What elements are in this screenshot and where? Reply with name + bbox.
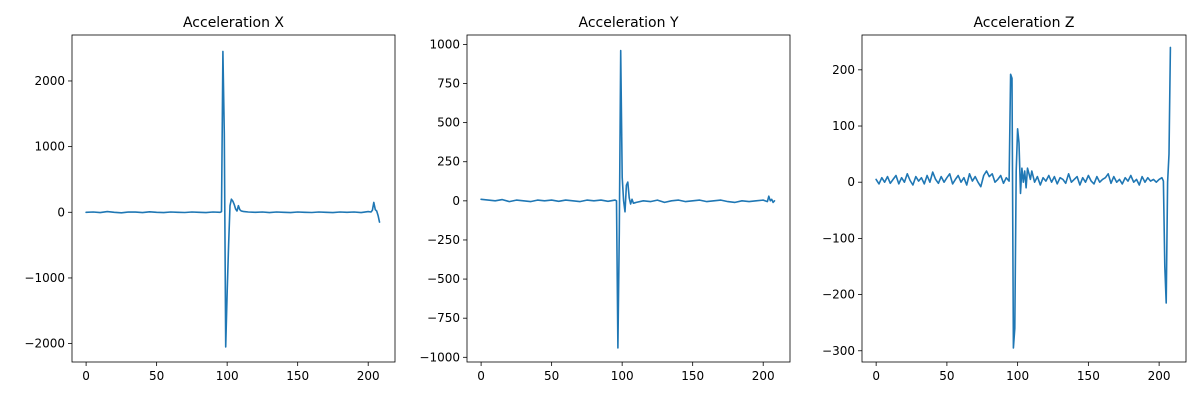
y-tick-label: −500 <box>427 272 460 286</box>
y-tick-label: 0 <box>847 175 855 189</box>
x-tick-label: 0 <box>872 369 880 383</box>
y-tick-label: 1000 <box>34 140 65 154</box>
y-tick-label: −300 <box>822 344 855 358</box>
y-tick-label: −1000 <box>419 350 460 364</box>
x-tick-label: 0 <box>82 369 90 383</box>
y-tick-label: −1000 <box>24 271 65 285</box>
y-tick-label: 200 <box>832 63 855 77</box>
series-line <box>480 49 776 349</box>
x-tick-label: 200 <box>752 369 775 383</box>
axes-frame <box>861 34 1187 363</box>
y-tick-label: −750 <box>427 311 460 325</box>
x-tick-label: 200 <box>357 369 380 383</box>
axes-frame <box>466 34 791 363</box>
y-tick-label: 0 <box>452 194 460 208</box>
x-tick-label: 150 <box>1077 369 1100 383</box>
x-tick-label: 200 <box>1148 369 1171 383</box>
chart-title: Acceleration Y <box>579 15 679 31</box>
y-tick-label: 500 <box>437 116 460 130</box>
x-tick-label: 150 <box>286 369 309 383</box>
y-tick-label: 2000 <box>34 74 65 88</box>
chart-title: Acceleration X <box>183 15 284 31</box>
x-tick-label: 50 <box>544 369 559 383</box>
subplot-2: Acceleration Y 0 50 100 150 200 −1000 −750 −500 −… <box>419 15 791 383</box>
x-tick-label: 100 <box>216 369 239 383</box>
y-tick-label: 1000 <box>429 37 460 51</box>
axes-frame <box>71 34 396 363</box>
x-tick-label: 50 <box>939 369 954 383</box>
x-tick-label: 100 <box>1006 369 1029 383</box>
y-tick-label: −250 <box>427 233 460 247</box>
y-tick-label: 100 <box>832 119 855 133</box>
x-tick-label: 0 <box>477 369 485 383</box>
x-tick-label: 150 <box>681 369 704 383</box>
y-tick-label: 750 <box>437 77 460 91</box>
x-tick-label: 50 <box>149 369 164 383</box>
y-tick-label: 250 <box>437 155 460 169</box>
series-line <box>85 50 381 348</box>
x-tick-label: 100 <box>611 369 634 383</box>
series-line <box>875 46 1172 349</box>
y-tick-label: −2000 <box>24 337 65 351</box>
subplot-1: Acceleration X 0 50 100 150 200 −2000 −1000 0 100… <box>24 15 396 383</box>
chart-title: Acceleration Z <box>973 15 1074 31</box>
subplot-3: Acceleration Z 0 50 100 150 200 −300 −200 −100 0 1… <box>822 15 1187 383</box>
y-tick-label: −200 <box>822 288 855 302</box>
y-tick-label: 0 <box>57 205 65 219</box>
y-tick-label: −100 <box>822 231 855 245</box>
